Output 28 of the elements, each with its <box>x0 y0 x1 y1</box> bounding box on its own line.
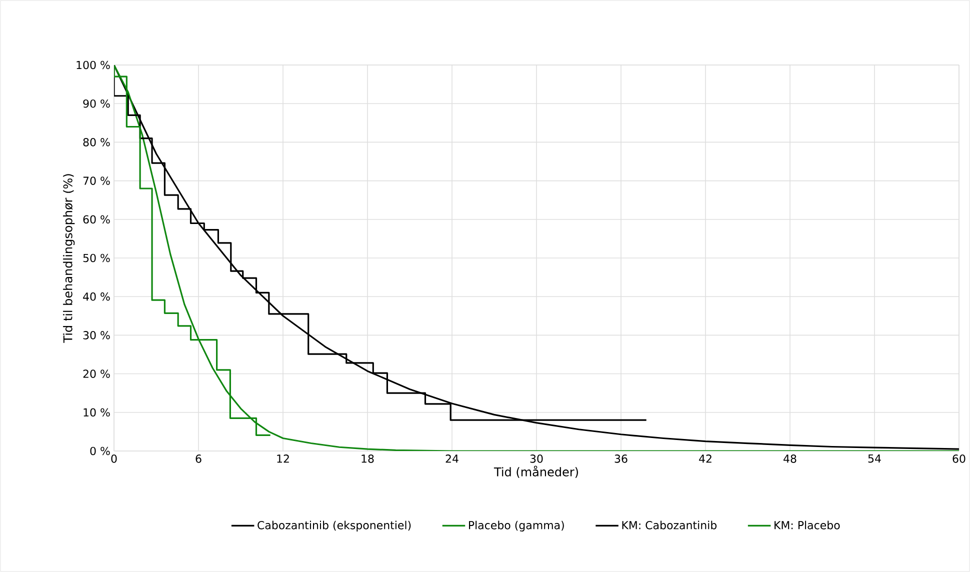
x-tick-label: 60 <box>952 454 966 463</box>
y-tick-label: 50 % <box>83 254 110 262</box>
y-tick-label: 100 % <box>76 60 110 70</box>
y-tick-label: 0 % <box>90 446 110 456</box>
x-axis-title: Tid (måneder) <box>494 466 578 478</box>
x-tick-label: 30 <box>530 454 543 463</box>
legend-label: KM: Placebo <box>774 520 840 530</box>
x-tick-label: 36 <box>614 454 628 463</box>
y-tick-label: 40 % <box>83 292 110 301</box>
x-tick-label: 48 <box>784 454 796 463</box>
x-tick-label: 18 <box>362 454 374 463</box>
y-tick-label: 70 % <box>83 176 110 185</box>
y-tick-label: 80 % <box>83 138 110 146</box>
x-tick-label: 6 <box>196 454 202 463</box>
legend-label: Placebo (gamma) <box>469 520 564 532</box>
legend-label: KM: Cabozantinib <box>622 520 717 530</box>
legend-label: Cabozantinib (eksponentiel) <box>258 520 411 532</box>
y-tick-label: 20 % <box>83 370 110 378</box>
x-tick-label: 0 <box>111 454 117 463</box>
x-tick-label: 12 <box>277 454 289 463</box>
y-tick-label: 90 % <box>83 99 110 108</box>
x-tick-label: 54 <box>868 454 881 463</box>
x-tick-label: 24 <box>446 454 458 463</box>
x-tick-label: 42 <box>699 454 712 463</box>
y-tick-label: 10 % <box>84 408 110 417</box>
y-tick-label: 30 % <box>83 331 110 340</box>
y-tick-label: 60 % <box>83 215 110 224</box>
y-axis-title: Tid til behandlingsophør (%) <box>63 174 75 343</box>
